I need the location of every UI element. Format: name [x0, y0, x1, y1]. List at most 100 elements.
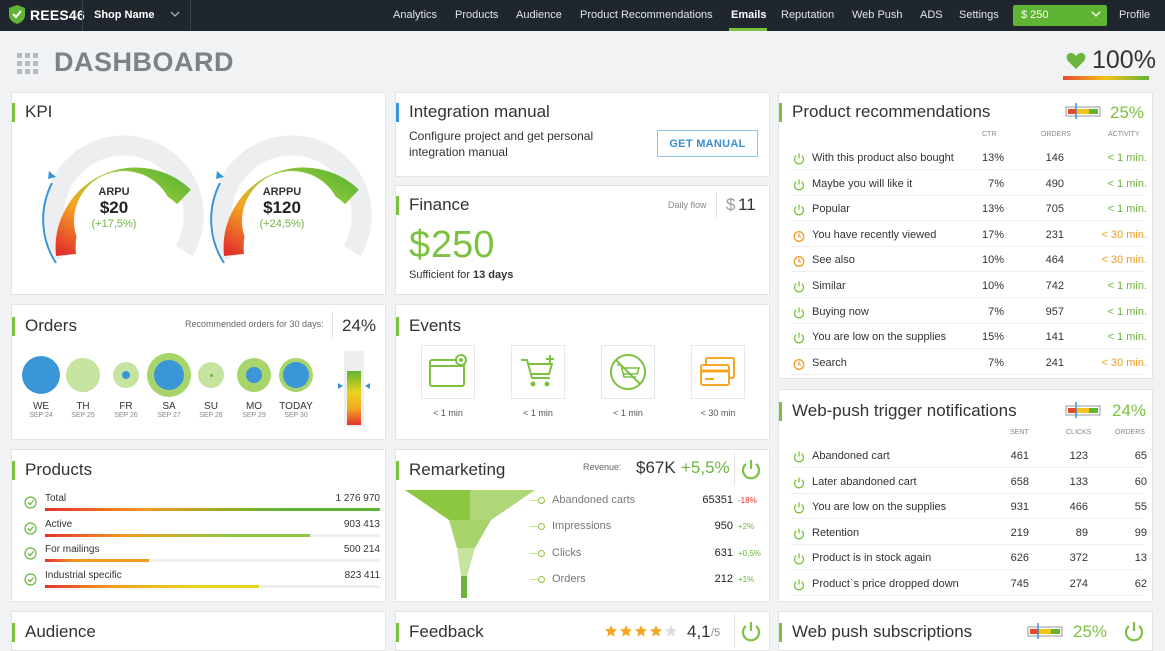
recommendation-row[interactable]: Popular 13% 705 < 1 min. [791, 196, 1147, 222]
power-icon[interactable] [793, 527, 805, 545]
brand-name: REES46 [30, 6, 85, 23]
rating-stars [604, 624, 678, 643]
power-icon[interactable] [793, 152, 805, 170]
shop-selector[interactable]: Shop Name [94, 9, 155, 21]
nav-product-recommendations[interactable]: Product Recommendations [580, 9, 713, 21]
health-indicator: 100% [1066, 48, 1156, 73]
event-item[interactable]: < 1 min [413, 345, 483, 418]
health-gradient-bar [1063, 76, 1149, 80]
webpush-row[interactable]: Retention 219 89 99 [791, 520, 1147, 545]
webpush-clicks: 89 [1075, 526, 1088, 539]
day-bubble-inner [246, 367, 262, 383]
chevron-down-icon[interactable] [170, 9, 180, 19]
page-header: DASHBOARD 100% [0, 31, 1165, 93]
nav-reputation[interactable]: Reputation [781, 9, 835, 21]
clock-icon[interactable] [793, 229, 805, 247]
power-icon[interactable] [793, 578, 805, 596]
star-icon [664, 624, 678, 643]
recommendation-orders: 705 [1045, 203, 1064, 216]
day-date: SEP 26 [114, 412, 138, 419]
balance-dropdown[interactable]: $ 250 [1013, 5, 1107, 26]
nav-settings[interactable]: Settings [959, 9, 999, 21]
webpush-name: Product is in stock again [812, 552, 932, 565]
balance-value: $ 250 [1021, 9, 1049, 21]
page-title: DASHBOARD [54, 47, 234, 77]
arpu-value: $20 [99, 198, 129, 217]
daily-flow-label: Daily flow [668, 200, 707, 210]
power-icon[interactable] [793, 450, 805, 468]
power-icon[interactable] [793, 203, 805, 221]
power-icon[interactable] [793, 476, 805, 494]
recommendation-ctr: 17% [981, 228, 1004, 241]
webpush-row[interactable]: Product`s price dropped down 745 274 62 [791, 571, 1147, 596]
recommendation-row[interactable]: With this product also bought 13% 146 < 1 m… [791, 145, 1147, 170]
recommendation-row[interactable]: You have recently viewed 17% 231 < 30 min. [791, 222, 1147, 247]
day-name: WE [32, 401, 50, 412]
clock-icon[interactable] [793, 357, 805, 375]
orders-level-meter [338, 351, 370, 427]
top-navigation-bar: REES46 Shop Name Analytics Products Audi… [0, 0, 1165, 31]
webpush-clicks: 123 [1069, 450, 1088, 462]
recommendation-name: You are low on the supplies [812, 331, 947, 344]
get-manual-button[interactable]: GET MANUAL [657, 130, 758, 157]
power-icon[interactable] [793, 501, 805, 519]
day-date: SEP 27 [157, 412, 181, 419]
power-icon[interactable] [793, 331, 805, 349]
power-icon[interactable] [793, 178, 805, 196]
webpush-name: Product`s price dropped down [812, 578, 959, 590]
funnel-stage-label: Orders [552, 572, 586, 585]
power-toggle-icon[interactable] [740, 459, 762, 481]
recommendation-name: Popular [812, 203, 850, 216]
star-icon [604, 624, 618, 643]
recommendation-orders: 742 [1045, 280, 1064, 292]
col-ctr: CTR [982, 131, 997, 138]
power-icon[interactable] [793, 552, 805, 570]
event-item[interactable]: < 30 min [683, 345, 753, 418]
chevron-down-icon [1091, 11, 1101, 17]
recommendation-row[interactable]: Search 7% 241 < 30 min. [791, 350, 1147, 375]
check-circle-icon [24, 547, 37, 565]
nav-web-push[interactable]: Web Push [852, 9, 903, 21]
brand-logo[interactable]: REES46 [8, 4, 85, 25]
sufficient-days: 13 days [473, 269, 514, 281]
webpush-row[interactable]: You are low on the supplies 931 466 55 [791, 494, 1147, 520]
webpush-row[interactable]: Later abandoned cart 658 133 60 [791, 469, 1147, 494]
level-meter-icon [1065, 103, 1101, 119]
event-item[interactable]: < 1 min [503, 345, 573, 418]
recommendation-row[interactable]: You are low on the supplies 15% 141 < 1 min… [791, 324, 1147, 350]
finance-title: Finance [396, 195, 470, 215]
event-time: < 30 min [700, 408, 736, 418]
power-icon[interactable] [793, 306, 805, 324]
recommendation-row[interactable]: Maybe you will like it 7% 490 < 1 min. [791, 171, 1147, 196]
nav-analytics[interactable]: Analytics [393, 9, 438, 21]
recommendation-activity: < 1 min. [1107, 203, 1147, 216]
kpi-card: KPI ARPU $20 (+17,5%) ARPPU $120 (+24,5%… [11, 92, 386, 295]
nav-products[interactable]: Products [455, 9, 499, 21]
webpush-clicks: 133 [1069, 475, 1088, 488]
day-name: TODAY [279, 401, 313, 412]
recommendation-row[interactable]: See also 10% 464 < 30 min. [791, 247, 1147, 273]
clock-icon[interactable] [793, 254, 805, 272]
recommendation-row[interactable]: Similar 10% 742 < 1 min. [791, 273, 1147, 298]
day-bubble-inner [66, 358, 100, 392]
webpush-row[interactable]: Abandoned cart 461 123 65 [791, 443, 1147, 468]
recommendation-name: With this product also bought [812, 152, 954, 164]
funnel-connector [530, 552, 538, 554]
webpush-row[interactable]: Product is in stock again 626 372 13 [791, 545, 1147, 571]
nav-emails[interactable]: Emails [731, 9, 767, 21]
nav-ads[interactable]: ADS [920, 9, 943, 21]
funnel-stage-label: Impressions [552, 520, 612, 533]
funnel-stage-change: +2% [738, 522, 755, 532]
webpush-sent: 931 [1010, 501, 1029, 514]
recommendation-ctr: 7% [988, 177, 1004, 190]
apps-grid-icon[interactable] [17, 53, 38, 74]
sufficient-prefix: Sufficient for [409, 269, 473, 281]
recommendation-row[interactable]: Buying now 7% 957 < 1 min. [791, 299, 1147, 324]
event-item[interactable]: < 1 min [593, 345, 663, 418]
revenue-change: +5,5% [681, 458, 730, 477]
power-icon[interactable] [793, 280, 805, 298]
nav-profile[interactable]: Profile [1119, 9, 1151, 21]
nav-audience[interactable]: Audience [516, 9, 562, 21]
power-toggle-icon[interactable] [1123, 621, 1145, 643]
power-toggle-icon[interactable] [740, 621, 762, 643]
